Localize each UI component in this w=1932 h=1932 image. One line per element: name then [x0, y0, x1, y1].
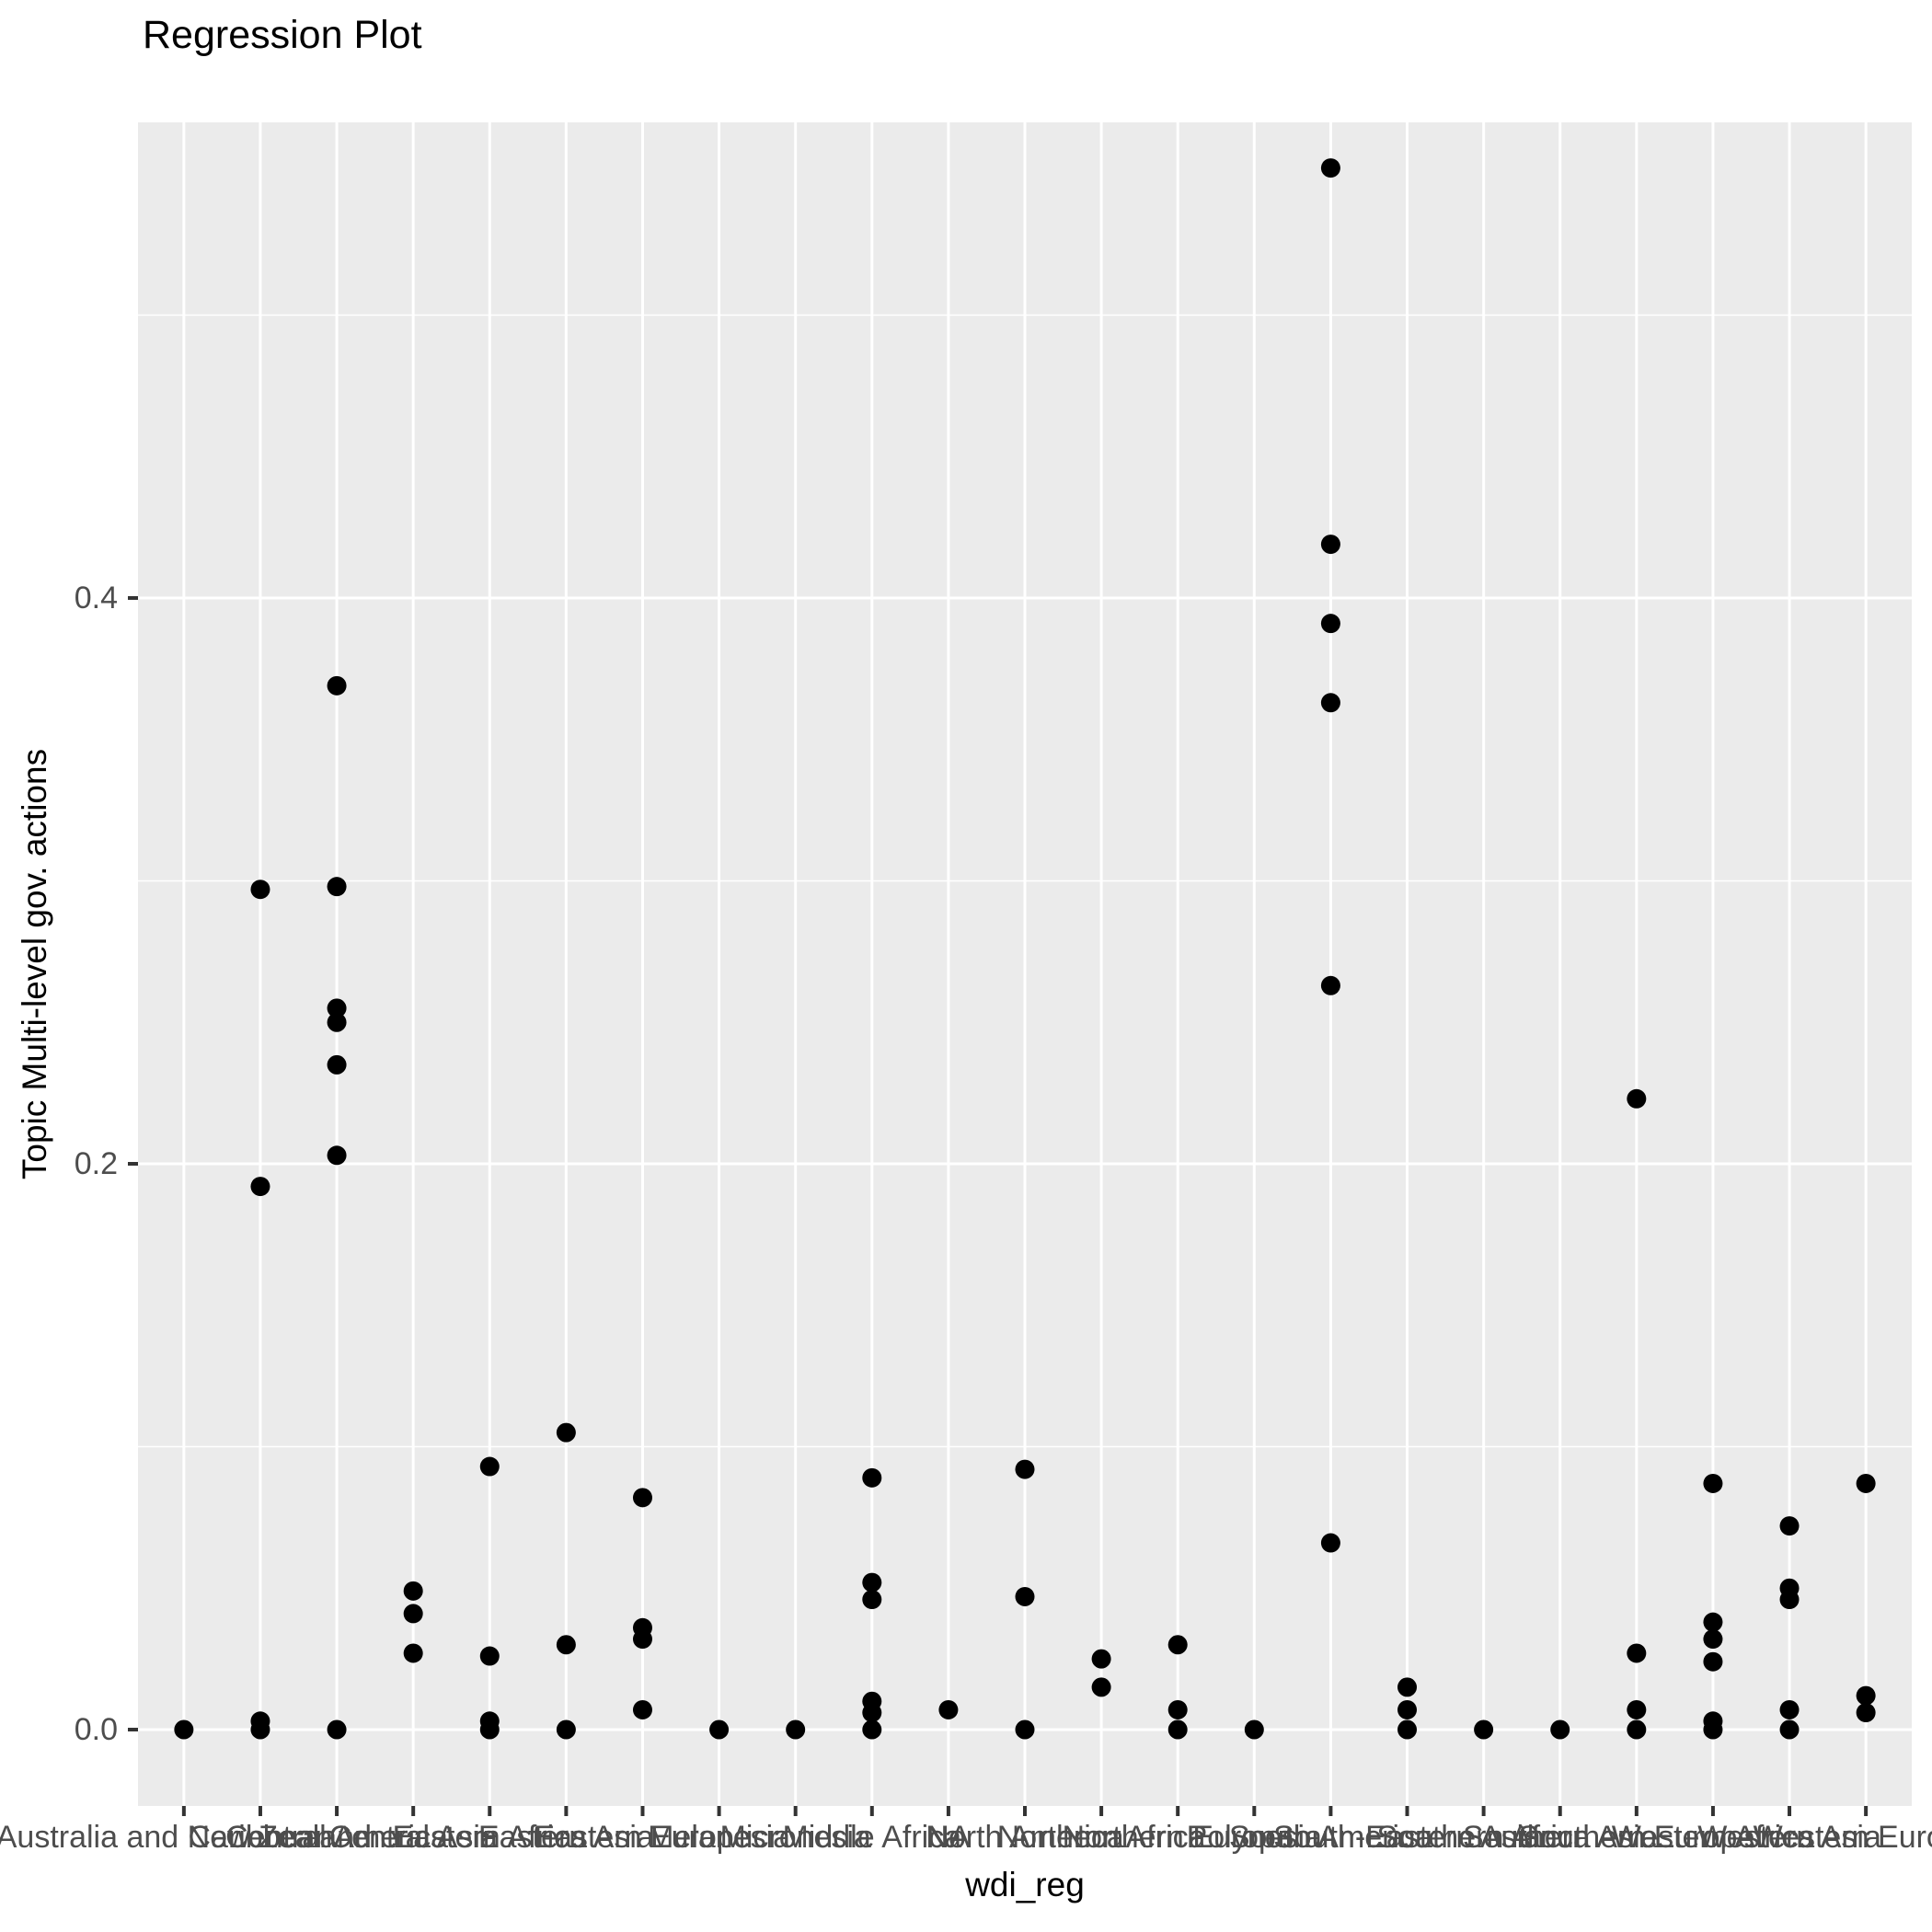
y-axis-title: Topic Multi-level gov. actions: [16, 748, 53, 1180]
data-point: [1320, 614, 1340, 634]
data-point: [1703, 1719, 1723, 1740]
x-axis-title: wdi_reg: [965, 1866, 1085, 1903]
x-tick-label: Central Asia: [328, 1820, 498, 1855]
data-point: [1320, 158, 1340, 178]
data-point: [327, 998, 347, 1018]
data-point: [403, 1581, 423, 1601]
data-point: [250, 1719, 270, 1740]
data-point: [174, 1719, 194, 1740]
data-point: [556, 1422, 576, 1443]
data-point: [862, 1719, 882, 1740]
data-point: [1091, 1677, 1111, 1697]
data-point: [1320, 1533, 1340, 1553]
x-tick-label: NA: [926, 1820, 971, 1855]
data-point: [1779, 1699, 1800, 1719]
data-point: [1779, 1719, 1800, 1740]
data-point: [1779, 1516, 1800, 1536]
data-point: [862, 1703, 882, 1723]
data-point: [1397, 1719, 1418, 1740]
x-tick-label: Central America: [225, 1820, 448, 1855]
x-tick-label: Eastern Europe: [534, 1820, 752, 1855]
x-tick-label: Polynesia: [1186, 1820, 1323, 1855]
data-point: [1397, 1699, 1418, 1719]
x-tick-label: Caribbean: [188, 1820, 333, 1855]
x-tick-label: Northern Europe: [1062, 1820, 1294, 1855]
data-point: [709, 1719, 730, 1740]
data-point: [1167, 1719, 1188, 1740]
data-point: [1627, 1719, 1647, 1740]
data-point: [1167, 1635, 1188, 1655]
data-point: [1397, 1677, 1418, 1697]
data-point: [1320, 975, 1340, 995]
data-point: [632, 1629, 652, 1650]
x-tick-label: Middle Africa: [782, 1820, 962, 1855]
data-point: [862, 1572, 882, 1593]
x-tick-label: North America: [926, 1820, 1124, 1855]
data-point: [1474, 1719, 1494, 1740]
data-point: [1627, 1088, 1647, 1109]
data-point: [862, 1467, 882, 1488]
x-tick-label: Eastern Africa: [392, 1820, 588, 1855]
y-tick-label: 0.4: [74, 581, 118, 615]
data-point: [1015, 1459, 1035, 1479]
x-tick-label: Northern Africa: [996, 1820, 1206, 1855]
x-tick-label: Eastern Asia: [477, 1820, 654, 1855]
data-point: [327, 1719, 347, 1740]
data-point: [1856, 1685, 1876, 1706]
data-point: [479, 1719, 500, 1740]
data-point: [1550, 1719, 1570, 1740]
x-tick-label: Southern Africa: [1376, 1820, 1591, 1855]
data-point: [1244, 1719, 1264, 1740]
x-tick-label: Australia and New Zealand: [0, 1820, 372, 1855]
data-point: [250, 880, 270, 900]
data-point: [556, 1719, 576, 1740]
data-point: [327, 1012, 347, 1032]
data-point: [479, 1456, 500, 1477]
data-point: [938, 1699, 959, 1719]
data-point: [1167, 1699, 1188, 1719]
x-tick-label: Western Europe: [1753, 1820, 1932, 1855]
data-point: [786, 1719, 806, 1740]
data-point: [632, 1699, 652, 1719]
data-point: [403, 1643, 423, 1663]
data-point: [1856, 1703, 1876, 1723]
data-point: [862, 1590, 882, 1610]
data-point: [1627, 1643, 1647, 1663]
data-point: [327, 1145, 347, 1166]
data-point: [1320, 535, 1340, 555]
data-point: [1703, 1612, 1723, 1632]
data-point: [1779, 1590, 1800, 1610]
data-point: [1627, 1699, 1647, 1719]
x-tick-label: South-Eastern Asia: [1272, 1820, 1542, 1855]
data-point: [1015, 1719, 1035, 1740]
data-point: [479, 1646, 500, 1666]
x-tick-label: South America: [1228, 1820, 1432, 1855]
data-point: [1091, 1649, 1111, 1669]
data-point: [1320, 693, 1340, 713]
data-point: [1856, 1473, 1876, 1493]
data-point: [327, 1054, 347, 1075]
data-point: [327, 675, 347, 696]
data-point: [556, 1635, 576, 1655]
data-point: [632, 1488, 652, 1508]
plot-title: Regression Plot: [143, 13, 422, 57]
data-point: [327, 877, 347, 897]
x-tick-label: Western Africa: [1611, 1820, 1815, 1855]
data-point: [1703, 1651, 1723, 1672]
y-tick-label: 0.2: [74, 1146, 118, 1181]
x-tick-label: Micronesia: [719, 1820, 871, 1855]
x-tick-label: Melanesia: [648, 1820, 791, 1855]
x-tick-label: Southern Europe: [1518, 1820, 1755, 1855]
y-tick-label: 0.0: [74, 1712, 118, 1747]
data-point: [1703, 1473, 1723, 1493]
data-point: [250, 1177, 270, 1197]
data-point: [1015, 1586, 1035, 1606]
data-point: [1703, 1629, 1723, 1650]
x-tick-label: Southern Asia: [1462, 1820, 1658, 1855]
x-tick-label: Western Asia: [1697, 1820, 1881, 1855]
data-point: [403, 1604, 423, 1624]
